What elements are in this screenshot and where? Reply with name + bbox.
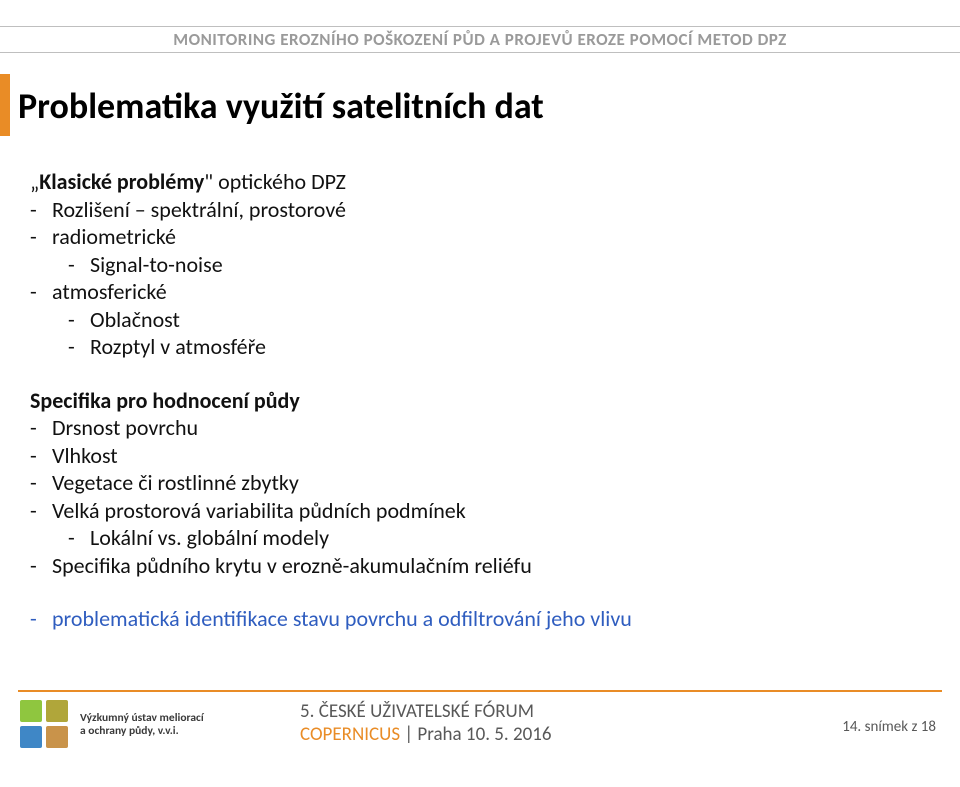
- bullet-moist-text: Vlhkost: [52, 442, 118, 470]
- logo-q-olive: [46, 700, 68, 722]
- bullet-problematic: -problematická identifikace stavu povrch…: [30, 605, 930, 633]
- section-1-bold: Klasické problémy: [39, 168, 204, 195]
- forum-rest: Praha 10. 5. 2016: [417, 723, 551, 746]
- bullet-moist: -Vlhkost: [30, 442, 930, 470]
- section-2-heading: Specifika pro hodnocení půdy: [30, 387, 930, 415]
- footer-forum: 5. ČESKÉ UŽIVATELSKÉ FÓRUM COPERNICUS | …: [300, 700, 660, 746]
- bullet-resolution-text: Rozlišení – spektrální, prostorové: [52, 196, 346, 224]
- bullet-relief: -Specifika půdního krytu v erozně-akumul…: [30, 552, 930, 580]
- bullet-radiometric: -radiometrické: [30, 223, 930, 251]
- section-1-heading: „Klasické problémy" optického DPZ: [30, 168, 930, 196]
- slide-title: Problematika využití satelitních dat: [18, 84, 544, 128]
- bullet-problematic-text: problematická identifikace stavu povrchu…: [52, 605, 632, 633]
- section-1-suffix: " optického DPZ: [204, 168, 346, 195]
- bullet-relief-text: Specifika půdního krytu v erozně-akumula…: [52, 552, 532, 580]
- bullet-var: -Velká prostorová variabilita půdních po…: [30, 497, 930, 525]
- logo-mark: [20, 700, 70, 750]
- page-current: 14.: [842, 718, 861, 736]
- footer-divider: [18, 690, 942, 692]
- bullet-rough: -Drsnost povrchu: [30, 414, 930, 442]
- bullet-var-text: Velká prostorová variabilita půdních pod…: [52, 497, 466, 525]
- header-text: MONITORING EROZNÍHO POŠKOZENÍ PŮD A PROJ…: [173, 29, 787, 50]
- bullet-cloud: -Oblačnost: [68, 306, 930, 334]
- bullet-atmos-text: atmosferické: [52, 278, 167, 306]
- bullet-scatter-text: Rozptyl v atmosféře: [90, 333, 266, 361]
- bullet-veg: -Vegetace či rostlinné zbytky: [30, 469, 930, 497]
- title-accent: [0, 74, 10, 136]
- bullet-resolution: -Rozlišení – spektrální, prostorové: [30, 196, 930, 224]
- page-total: 18: [921, 718, 936, 736]
- quote-open: „: [30, 168, 39, 195]
- logo-text: Výzkumný ústav meliorací a ochrany půdy,…: [80, 712, 204, 738]
- bullet-radiometric-text: radiometrické: [52, 223, 176, 251]
- page-label: snímek z: [861, 718, 921, 736]
- forum-line2: COPERNICUS | Praha 10. 5. 2016: [300, 723, 660, 746]
- forum-sep: |: [400, 723, 417, 746]
- bullet-veg-text: Vegetace či rostlinné zbytky: [52, 469, 299, 497]
- bullet-rough-text: Drsnost povrchu: [52, 414, 198, 442]
- logo-q-green: [20, 700, 42, 722]
- logo-q-blue: [20, 726, 42, 748]
- bullet-cloud-text: Oblačnost: [90, 306, 180, 334]
- spacer: [30, 361, 930, 387]
- logo-q-brown: [46, 726, 68, 748]
- page-number: 14. snímek z 18: [842, 718, 936, 736]
- footer-logo: Výzkumný ústav meliorací a ochrany půdy,…: [20, 700, 204, 750]
- bullet-atmos: -atmosferické: [30, 278, 930, 306]
- bullet-scatter: -Rozptyl v atmosféře: [68, 333, 930, 361]
- forum-brand: COPERNICUS: [300, 723, 400, 746]
- spacer-2: [30, 579, 930, 605]
- logo-line2: a ochrany půdy, v.v.i.: [80, 725, 204, 738]
- bullet-models: -Lokální vs. globální modely: [68, 524, 930, 552]
- bullet-signal-text: Signal-to-noise: [90, 251, 223, 279]
- header-bar: MONITORING EROZNÍHO POŠKOZENÍ PŮD A PROJ…: [0, 26, 960, 53]
- bullet-signal: -Signal-to-noise: [68, 251, 930, 279]
- bullet-models-text: Lokální vs. globální modely: [90, 524, 329, 552]
- body-content: „Klasické problémy" optického DPZ -Rozli…: [30, 168, 930, 633]
- forum-line1: 5. ČESKÉ UŽIVATELSKÉ FÓRUM: [300, 700, 660, 723]
